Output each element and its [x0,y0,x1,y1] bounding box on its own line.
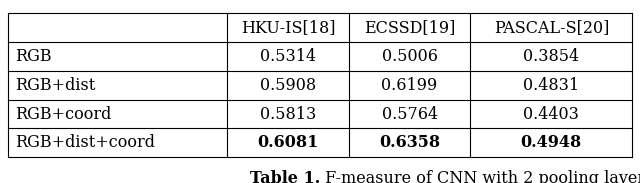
Text: 0.5813: 0.5813 [260,106,316,122]
Text: PASCAL-S[20]: PASCAL-S[20] [493,19,609,36]
Text: 0.4948: 0.4948 [521,135,582,151]
Text: F-measure of CNN with 2 pooling layers.: F-measure of CNN with 2 pooling layers. [320,170,640,183]
Text: HKU-IS[18]: HKU-IS[18] [241,19,335,36]
Text: 0.6358: 0.6358 [379,135,440,151]
Text: Table 1.: Table 1. [250,170,320,183]
Text: 0.3854: 0.3854 [524,48,579,65]
Text: 0.5908: 0.5908 [260,77,316,94]
Text: 0.6199: 0.6199 [381,77,438,94]
Text: 0.5314: 0.5314 [260,48,316,65]
Text: RGB+dist: RGB+dist [15,77,95,94]
Text: 0.4403: 0.4403 [524,106,579,122]
Text: RGB+dist+coord: RGB+dist+coord [15,135,156,151]
Text: 0.6081: 0.6081 [257,135,319,151]
Text: ECSSD[19]: ECSSD[19] [364,19,455,36]
Text: 0.5006: 0.5006 [381,48,438,65]
Text: RGB+coord: RGB+coord [15,106,112,122]
Text: 0.5764: 0.5764 [381,106,438,122]
Text: RGB: RGB [15,48,52,65]
Text: 0.4831: 0.4831 [524,77,579,94]
